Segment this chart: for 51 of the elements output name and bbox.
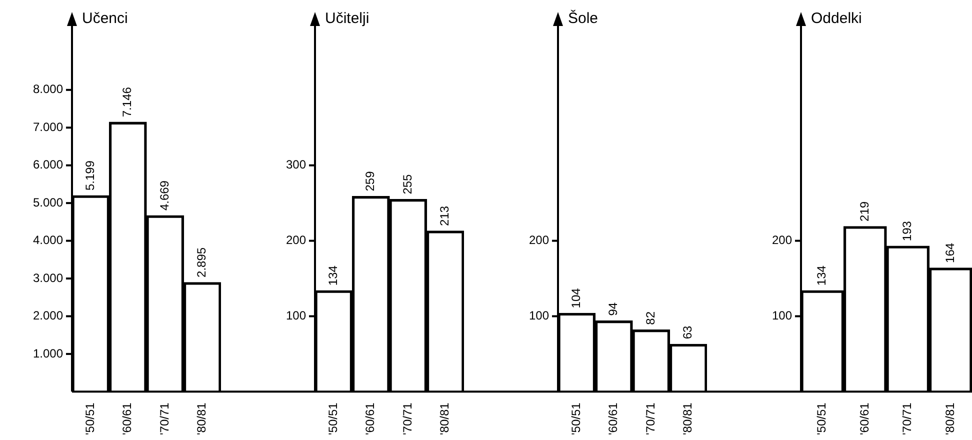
x-tick-label: '50/51	[568, 402, 583, 436]
data-label: 5.199	[82, 160, 97, 191]
y-tick-label: 100	[528, 308, 550, 323]
x-tick-label: '60/61	[857, 402, 872, 436]
y-tick-label: 5.000	[32, 195, 64, 210]
y-tick-label: 100	[286, 308, 306, 323]
y-tick-label: 1.000	[32, 346, 64, 360]
x-tick-label: '60/61	[120, 402, 134, 436]
data-label: 63	[680, 325, 695, 340]
y-tick-label: 300	[286, 158, 306, 172]
x-tick-label: '80/81	[942, 402, 957, 436]
data-label: 255	[400, 174, 414, 194]
x-tick-label: '70/71	[900, 402, 914, 436]
x-tick-label: '60/61	[606, 402, 620, 436]
chart-title: Oddelki	[811, 10, 862, 28]
data-label: 193	[900, 220, 914, 242]
y-tick-label: 200	[772, 233, 792, 248]
chart-title: Šole	[568, 9, 598, 28]
data-label: 82	[643, 311, 658, 325]
data-label: 2.895	[194, 247, 209, 278]
data-label: 213	[438, 206, 452, 226]
x-tick-label: '80/81	[438, 402, 452, 436]
y-tick-label: 3.000	[32, 270, 64, 285]
y-tick-label: 4.000	[32, 233, 64, 248]
data-label: 7.146	[120, 86, 134, 118]
data-label: 4.669	[157, 180, 172, 211]
data-label: 134	[326, 265, 340, 286]
x-tick-label: '80/81	[194, 402, 209, 436]
y-tick-label: 200	[286, 233, 306, 248]
x-tick-label: '80/81	[680, 402, 695, 436]
y-tick-label: 2.000	[32, 308, 64, 323]
data-label: 134	[814, 265, 829, 286]
data-label: 259	[363, 170, 378, 192]
y-tick-label: 7.000	[32, 120, 64, 134]
x-tick-label: '70/71	[643, 402, 658, 436]
y-tick-label: 8.000	[32, 82, 64, 96]
y-tick-label: 6.000	[32, 158, 64, 172]
chart-title: Učitelji	[325, 10, 370, 28]
x-tick-label: '60/61	[363, 402, 378, 436]
x-tick-label: '70/71	[157, 402, 172, 436]
data-label: 164	[942, 242, 957, 263]
y-tick-label: 200	[528, 233, 550, 248]
y-tick-label: 100	[772, 308, 792, 323]
x-tick-label: '50/51	[82, 402, 97, 436]
data-label: 104	[568, 288, 583, 308]
data-label: 219	[857, 201, 872, 222]
x-tick-label: '50/51	[814, 402, 829, 436]
data-label: 94	[606, 302, 620, 316]
x-tick-label: '50/51	[326, 402, 340, 436]
x-tick-label: '70/71	[400, 402, 414, 436]
chart-title: Učenci	[82, 10, 128, 28]
